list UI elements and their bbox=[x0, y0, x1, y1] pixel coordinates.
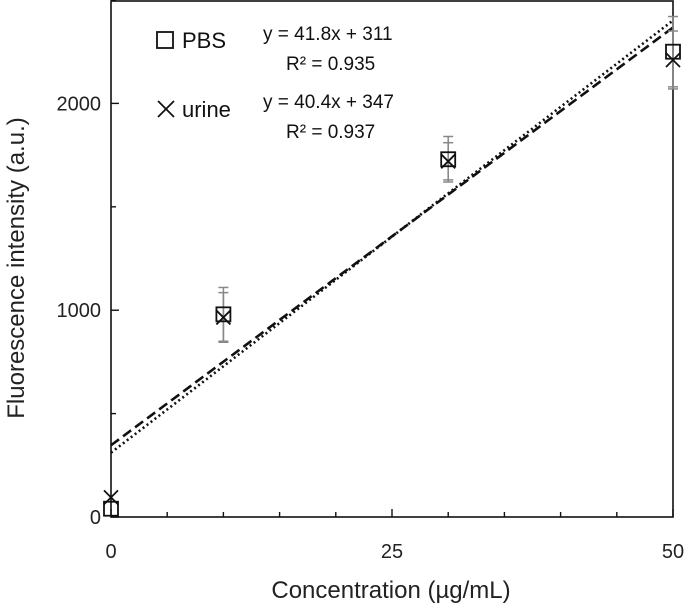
trendline-urine bbox=[110, 26, 674, 447]
data-point-pbs bbox=[215, 306, 232, 323]
pbs-r2: R² = 0.935 bbox=[286, 54, 375, 75]
legend: PBS y = 41.8x + 311 R² = 0.935 urine y =… bbox=[156, 24, 394, 143]
x-tick-label: 25 bbox=[381, 541, 403, 563]
x-tick-label: 50 bbox=[662, 541, 684, 563]
data-point-urine bbox=[665, 52, 681, 68]
legend-urine-marker bbox=[157, 100, 175, 118]
trendline-pbs bbox=[110, 19, 674, 454]
y-tick-label: 0 bbox=[90, 507, 101, 529]
data-point-pbs bbox=[103, 500, 119, 517]
urine-equation: y = 40.4x + 347 bbox=[263, 92, 394, 113]
y-tick-label: 1000 bbox=[57, 300, 102, 322]
x-tick-label: 0 bbox=[105, 541, 116, 563]
legend-pbs-label: PBS bbox=[182, 28, 226, 53]
y-tick-label: 2000 bbox=[57, 93, 102, 115]
urine-r2: R² = 0.937 bbox=[286, 122, 375, 143]
data-point-urine bbox=[215, 309, 232, 326]
y-axis-title: Fluorescence intensity (a.u.) bbox=[3, 117, 30, 418]
data-point-urine bbox=[440, 153, 456, 169]
pbs-equation: y = 41.8x + 311 bbox=[263, 24, 393, 45]
plot-border bbox=[110, 0, 674, 518]
plot-area: 0 1000 2000 0 25 50 bbox=[57, 0, 684, 563]
data-point-pbs bbox=[440, 151, 457, 168]
legend-urine-label: urine bbox=[182, 97, 231, 122]
x-axis-title: Concentration (µg/mL) bbox=[271, 577, 510, 604]
legend-pbs-marker bbox=[156, 31, 174, 49]
data-point-urine bbox=[103, 489, 119, 505]
